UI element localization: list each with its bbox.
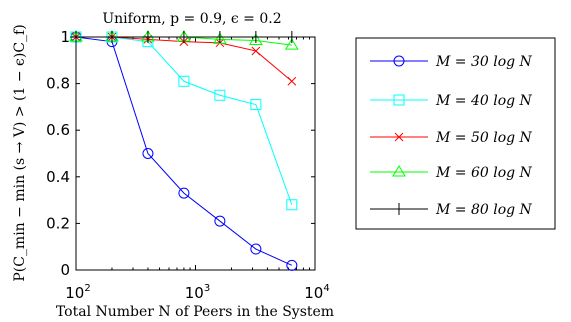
axis-ticks: 0 0.2 0.4 0.6 0.8 1 102 103 104 [46, 28, 330, 302]
circle-marker [142, 148, 154, 159]
circle-marker [178, 187, 190, 199]
x-marker [251, 46, 261, 56]
x-tick-label: 102 [65, 283, 90, 302]
y-tick-label: 0.4 [46, 168, 70, 186]
y-tick-label: 1 [60, 28, 70, 46]
plus-marker [393, 203, 405, 215]
y-tick-label: 0 [60, 261, 70, 279]
plot-area [75, 36, 316, 271]
square-marker [250, 99, 262, 111]
chart-title: Uniform, p = 0.9, ϵ = 0.2 [102, 11, 281, 27]
legend-label: M = 30 log N [435, 54, 533, 70]
series-2 [70, 31, 298, 211]
legend-item-5: M = 80 log N [370, 202, 533, 218]
circle-marker [286, 259, 298, 271]
series-line [76, 36, 293, 205]
series-5 [70, 31, 298, 43]
circle-marker [250, 243, 262, 255]
x-axis-label: Total Number N of Peers in the System [56, 304, 334, 320]
legend-item-3: M = 50 log N [370, 130, 533, 146]
plus-marker [105, 31, 118, 43]
y-tick-label: 0.6 [46, 121, 70, 139]
x-marker [394, 132, 404, 142]
y-tick-label: 0.2 [46, 214, 70, 232]
triangle-marker [248, 33, 263, 45]
square-marker [286, 199, 298, 211]
x-tick-label: 104 [304, 283, 329, 302]
circle-marker [393, 55, 405, 67]
plus-marker [249, 31, 262, 43]
series-layer [69, 30, 299, 271]
plus-marker [213, 31, 226, 43]
plus-marker [141, 31, 154, 43]
square-marker [178, 75, 190, 87]
legend-items: M = 30 log N M = 40 log N M = 50 log N M = … [370, 54, 533, 218]
legend-item-2: M = 40 log N [370, 93, 533, 109]
x-marker [287, 76, 297, 86]
series-1 [70, 31, 298, 271]
legend-item-1: M = 30 log N [370, 54, 533, 70]
legend-item-4: M = 60 log N [370, 165, 533, 181]
y-axis-label: P(C_min − min (s → V) > (1 − ϵ)C_f) [12, 24, 28, 281]
y-tick-label: 0.8 [46, 75, 70, 93]
series-line [75, 36, 293, 266]
series-line [76, 36, 293, 82]
plus-marker [70, 31, 82, 43]
legend-label: M = 80 log N [435, 202, 533, 218]
circle-marker [214, 215, 226, 227]
legend [355, 37, 556, 230]
plus-marker [285, 31, 298, 43]
triangle-marker [392, 165, 406, 177]
plus-marker [177, 31, 190, 43]
square-marker [393, 94, 405, 106]
x-tick-label: 103 [185, 283, 210, 302]
square-marker [214, 89, 226, 101]
triangle-marker [284, 38, 299, 50]
legend-label: M = 50 log N [435, 130, 533, 146]
legend-label: M = 40 log N [435, 93, 533, 109]
legend-label: M = 60 log N [435, 165, 533, 181]
triangle-marker [213, 32, 227, 44]
